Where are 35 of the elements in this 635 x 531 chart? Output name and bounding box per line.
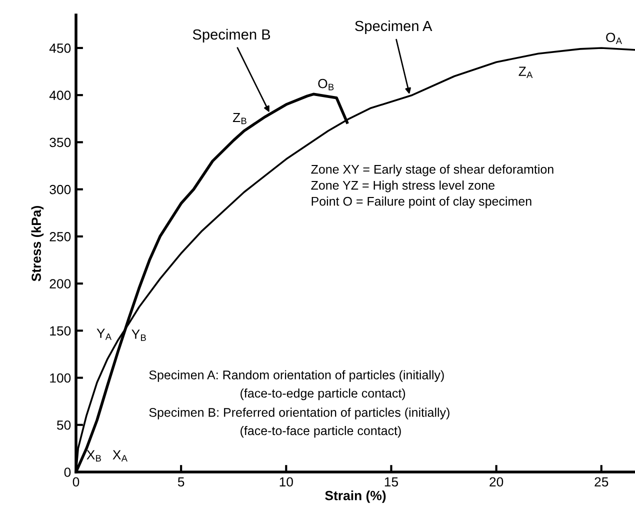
x-axis-title: Strain (%): [325, 490, 386, 503]
x-tick-label: 10: [280, 477, 293, 487]
annotation: (face-to-face particle contact): [240, 426, 401, 438]
annotation: Y$_{A}$: [96, 328, 112, 340]
annotation: Z$_{B}$: [232, 112, 246, 124]
annotation: O$_{B}$: [318, 78, 334, 90]
y-tick-label: 250: [50, 232, 71, 242]
y-tick-label: 150: [50, 326, 71, 336]
y-tick-label: 300: [50, 184, 71, 194]
annotation: Point O = Failure point of clay specimen: [312, 196, 532, 208]
annotation: Y$_{B}$: [132, 330, 146, 341]
y-tick-label: 100: [50, 373, 71, 383]
x-tick-label: 25: [594, 477, 608, 487]
y-tick-label: 0: [64, 468, 71, 477]
y-tick-label: 50: [56, 420, 71, 430]
annotation: Zone YZ = High stress level zone: [311, 180, 494, 192]
annotation: X$_{B}$: [86, 450, 101, 462]
y-tick-label: 350: [50, 138, 71, 148]
x-tick-label: 15: [384, 477, 398, 487]
annotation: O$_{A}$: [606, 32, 622, 44]
annotation: Specimen A: Random orientation of particles (initially): [149, 370, 444, 382]
x-tick-label: 0: [72, 477, 80, 487]
y-tick-label: 400: [49, 90, 71, 100]
x-tick-label: 20: [490, 477, 504, 487]
y-tick-label: 200: [50, 279, 71, 288]
annotation: Zone XY = Early stage of shear deforamtion: [311, 164, 554, 176]
x-tick-label: 5: [178, 477, 184, 487]
annotation: X$_{A}$: [112, 450, 128, 462]
annotation: Specimen B: Preferred orientation of particles (initially): [149, 408, 450, 420]
annotation: (face-to-edge particle contact): [240, 388, 406, 400]
y-tick-label: 450: [49, 44, 71, 53]
annotation: Z$_{A}$: [518, 66, 533, 78]
y-axis-title: Stress (kPa): [31, 206, 44, 282]
annotation: Specimen B: [192, 28, 270, 43]
annotation: Specimen A: [355, 20, 432, 34]
